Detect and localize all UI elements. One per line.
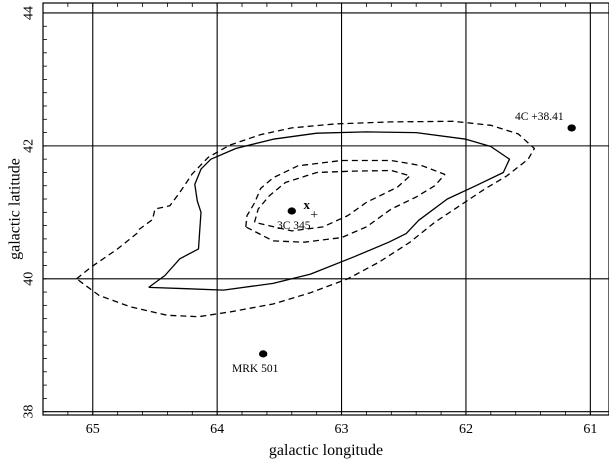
contour-inner-dashed-1 — [245, 159, 446, 243]
x-tick-label: 65 — [86, 422, 100, 437]
contour-lines — [76, 120, 536, 318]
x-tick-label: 64 — [210, 422, 224, 437]
source-label: 3C 345 — [277, 220, 311, 232]
source-markers: 4C +38.41 3C 345 MRK 501 x+ — [232, 111, 576, 375]
source-label: 4C +38.41 — [515, 111, 564, 123]
plot-frame — [42, 2, 609, 416]
x-tick-label: 63 — [335, 422, 349, 437]
source-marker — [287, 207, 296, 215]
plus-mark-annotation: + — [310, 208, 318, 223]
contour-middle-solid — [148, 131, 511, 291]
x-tick-label: 61 — [583, 422, 597, 437]
y-tick-label: 40 — [22, 272, 37, 286]
y-tick-label: 38 — [22, 405, 37, 419]
grid-lines — [43, 3, 609, 415]
contour-outer-dashed — [76, 120, 536, 318]
y-axis-label: galactic latitude — [7, 158, 24, 260]
y-tick-label: 44 — [22, 6, 37, 20]
source-marker — [567, 124, 576, 132]
source-marker — [258, 350, 268, 358]
source-label: MRK 501 — [232, 363, 279, 375]
x-tick-label: 62 — [459, 422, 473, 437]
x-mark-annotation: x — [303, 197, 310, 212]
y-tick-label: 42 — [22, 139, 37, 153]
contour-inner-dashed-2 — [253, 169, 411, 232]
axis-ticks — [42, 3, 591, 415]
x-axis-label: galactic longitude — [269, 442, 383, 459]
tick-labels: 65 64 63 62 61 38 40 42 44 — [22, 6, 598, 437]
